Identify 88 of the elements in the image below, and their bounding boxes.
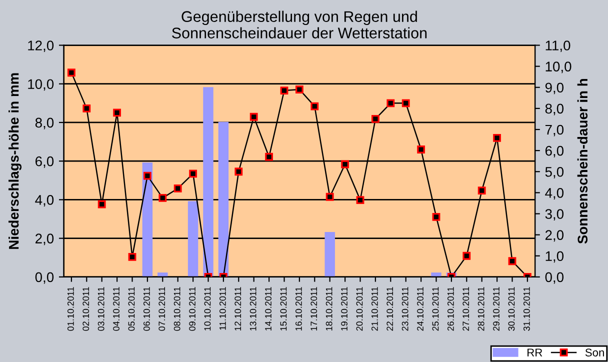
- x-tick-label: 29.10.2011: [493, 287, 500, 331]
- y2-tick-label: 7,0: [545, 124, 564, 136]
- point: [432, 212, 440, 221]
- y2-tick-label: 11,0: [546, 40, 570, 52]
- legend-label: RR: [528, 348, 542, 356]
- x-tick-label: 28.10.2011: [478, 287, 484, 331]
- point: [493, 134, 501, 142]
- y2-tick-label: 10,0: [546, 62, 572, 74]
- y2-tick-label: 2,0: [545, 230, 564, 242]
- x-tick-label: 09.10.2011: [189, 287, 196, 331]
- point: [478, 186, 486, 195]
- y-axis-title: Niederschlags-höhe in mm: [8, 73, 22, 249]
- x-tick-label: 18.10.2011: [326, 287, 332, 330]
- y2-tick-label: 1,0: [546, 251, 564, 263]
- bar: [158, 272, 168, 277]
- y2-tick-label: 5,0: [545, 166, 564, 178]
- y2-tick-label: 9,0: [545, 82, 564, 94]
- x-tick-label: 31.10.2011: [523, 287, 530, 331]
- point: [82, 104, 91, 112]
- x-tick-label: 12.10.2011: [234, 287, 242, 330]
- point: [143, 172, 152, 180]
- x-tick-label: 23.10.2011: [402, 287, 408, 331]
- x-tick-label: 10.10.2011: [204, 287, 211, 330]
- x-tick-label: 03.10.2011: [98, 287, 104, 331]
- y2-tick-label: 8,0: [545, 104, 564, 116]
- point: [128, 252, 136, 261]
- chart-title: Gegenüberstellung von Regen und Sonnenscheindauer der Wetterstation: [172, 10, 427, 38]
- x-tick-label: 21.10.2011: [371, 287, 378, 331]
- point: [280, 86, 288, 94]
- point: [67, 68, 76, 77]
- y-tick-label: 8,0: [35, 118, 54, 130]
- x-tick-label: 17.10.2011: [310, 287, 318, 330]
- point: [113, 108, 121, 117]
- point: [371, 115, 380, 123]
- x-tick-label: 01.10.2011: [67, 287, 74, 331]
- point: [326, 192, 334, 201]
- bar: [324, 232, 335, 277]
- legend-label: Son: [585, 348, 604, 356]
- x-tick-label: 27.10.2011: [462, 287, 470, 331]
- y-tick-label: 2,0: [36, 234, 54, 246]
- point: [295, 86, 304, 94]
- point: [250, 112, 258, 121]
- x-tick-label: 13.10.2011: [250, 287, 256, 330]
- y2-tick-label: 0,0: [545, 272, 564, 284]
- point: [356, 196, 364, 204]
- y-tick-label: 10,0: [28, 79, 54, 91]
- y-tick-label: 6,0: [36, 156, 54, 168]
- x-tick-label: 22.10.2011: [386, 287, 394, 331]
- x-tick-label: 11.10.2011: [219, 287, 226, 330]
- x-tick-label: 06.10.2011: [143, 287, 150, 331]
- y-tick-label: 4,0: [35, 195, 54, 207]
- x-tick-label: 07.10.2011: [158, 287, 166, 331]
- x-tick-label: 08.10.2011: [174, 287, 180, 331]
- point: [386, 99, 395, 108]
- x-tick-label: 16.10.2011: [295, 287, 302, 330]
- point: [234, 168, 243, 176]
- y2-tick-label: 4,0: [545, 188, 564, 200]
- x-tick-label: 05.10.2011: [128, 287, 135, 331]
- y-tick-label: 0,0: [35, 272, 54, 284]
- bar: [188, 201, 198, 277]
- point: [158, 194, 167, 202]
- y2-tick-label: 3,0: [545, 209, 564, 221]
- point: [402, 99, 410, 108]
- point: [265, 152, 273, 161]
- point: [508, 257, 516, 266]
- bar: [218, 122, 229, 277]
- x-tick-label: 19.10.2011: [341, 287, 348, 330]
- y-tick-label: 12,0: [28, 40, 54, 52]
- x-tick-label: 15.10.2011: [280, 287, 287, 330]
- x-tick-label: 20.10.2011: [356, 287, 363, 331]
- x-tick-label: 24.10.2011: [417, 287, 424, 331]
- point: [462, 252, 471, 260]
- point: [310, 102, 319, 110]
- point: [174, 184, 182, 192]
- x-tick-label: 30.10.2011: [508, 287, 515, 331]
- point: [98, 200, 106, 208]
- x-tick-label: 14.10.2011: [265, 287, 272, 330]
- x-tick-label: 02.10.2011: [82, 287, 90, 331]
- point: [189, 170, 197, 178]
- x-tick-label: 04.10.2011: [113, 287, 120, 331]
- point: [341, 160, 349, 168]
- y2-axis-title: Sonnenschein-dauer in h: [577, 78, 588, 244]
- x-tick-label: 25.10.2011: [432, 287, 439, 331]
- bar: [431, 272, 442, 277]
- bar: [203, 87, 214, 277]
- point: [417, 146, 425, 154]
- x-tick-label: 26.10.2011: [447, 287, 454, 331]
- y2-tick-label: 6,0: [545, 146, 564, 158]
